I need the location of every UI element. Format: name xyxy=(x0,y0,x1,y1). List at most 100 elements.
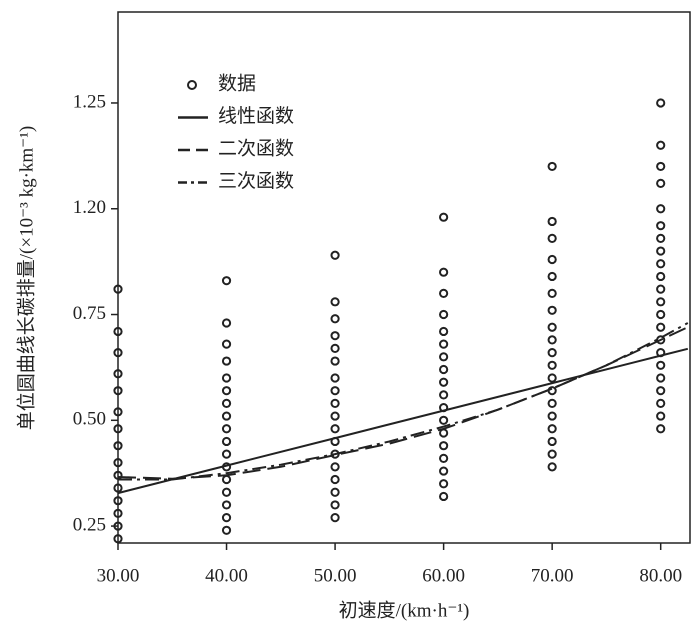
data-point xyxy=(439,441,449,451)
data-point xyxy=(547,216,557,227)
plot-frame xyxy=(117,11,691,544)
data-point xyxy=(221,500,232,510)
data-point xyxy=(330,343,340,353)
data-point xyxy=(656,140,666,150)
data-point xyxy=(656,411,666,421)
data-point xyxy=(439,364,449,375)
data-point xyxy=(656,284,666,294)
data-point xyxy=(221,386,232,396)
data-point xyxy=(330,386,340,396)
data-point xyxy=(330,398,340,408)
legend-marker xyxy=(187,80,197,90)
x-axis-label: 初速度/(km·h⁻¹) xyxy=(339,599,470,621)
data-point xyxy=(547,360,557,370)
data-point xyxy=(113,424,123,434)
data-point xyxy=(221,398,232,408)
data-point xyxy=(113,386,123,396)
data-point xyxy=(547,233,557,243)
x-tick-label: 50.00 xyxy=(314,565,357,586)
fit-line xyxy=(118,322,689,481)
y-axis-label: 单位圆曲线长碳排量/(×10⁻³ kg·km⁻¹) xyxy=(15,126,37,430)
data-point xyxy=(439,479,449,489)
data-point xyxy=(656,360,666,370)
data-point xyxy=(439,339,449,349)
data-point xyxy=(547,449,557,459)
data-point xyxy=(439,212,449,222)
data-point xyxy=(547,288,557,298)
data-point xyxy=(330,513,340,523)
data-point xyxy=(547,322,557,332)
legend-label: 三次函数 xyxy=(218,170,294,192)
data-point xyxy=(547,373,557,383)
data-point xyxy=(656,161,666,172)
legend-label: 二次函数 xyxy=(218,137,294,159)
data-point xyxy=(547,271,557,282)
data-point xyxy=(439,390,449,400)
legend-label: 线性函数 xyxy=(218,105,294,127)
data-point xyxy=(221,373,232,383)
data-point xyxy=(113,348,123,358)
data-point xyxy=(330,314,340,324)
legend-label: 数据 xyxy=(218,72,256,94)
data-point xyxy=(656,233,666,243)
data-point xyxy=(221,513,232,523)
data-point xyxy=(656,309,666,320)
data-point xyxy=(656,221,666,231)
data-point xyxy=(547,462,557,472)
data-point xyxy=(113,508,123,518)
data-point xyxy=(330,462,340,472)
data-point xyxy=(330,297,340,307)
data-point xyxy=(330,411,340,421)
data-point xyxy=(330,487,340,497)
data-point xyxy=(330,474,340,485)
data-point xyxy=(221,424,232,434)
data-point xyxy=(330,250,340,260)
data-point xyxy=(439,377,449,387)
data-point xyxy=(547,411,557,421)
data-point xyxy=(221,474,232,485)
data-point xyxy=(656,204,666,214)
data-point xyxy=(330,424,340,434)
data-point xyxy=(439,326,449,337)
data-point xyxy=(656,271,666,282)
data-point xyxy=(656,297,666,307)
data-point xyxy=(547,386,557,396)
data-point xyxy=(656,178,666,188)
data-point xyxy=(221,525,232,535)
data-point xyxy=(547,305,557,315)
data-point xyxy=(656,386,666,396)
data-point xyxy=(330,356,340,366)
y-tick-label: 1.20 xyxy=(73,197,106,218)
x-tick-label: 30.00 xyxy=(97,565,140,586)
data-point xyxy=(330,373,340,383)
data-point xyxy=(330,331,340,341)
data-point xyxy=(439,466,449,476)
data-point xyxy=(547,398,557,408)
data-point xyxy=(656,398,666,408)
y-tick-label: 0.75 xyxy=(73,303,106,324)
data-point xyxy=(656,98,666,108)
data-point xyxy=(221,411,232,421)
data-point xyxy=(221,318,232,328)
data-point xyxy=(439,309,449,320)
x-tick-label: 60.00 xyxy=(422,565,465,586)
data-point xyxy=(656,259,666,269)
data-point xyxy=(439,453,449,463)
data-point xyxy=(547,254,557,265)
data-point xyxy=(113,441,123,451)
data-point xyxy=(656,373,666,383)
data-point xyxy=(547,161,557,172)
x-tick-label: 70.00 xyxy=(531,565,574,586)
data-point xyxy=(656,424,666,434)
fit-line xyxy=(117,347,689,495)
data-point xyxy=(113,284,123,294)
data-point xyxy=(439,352,449,362)
data-point xyxy=(113,496,123,506)
data-point xyxy=(113,458,123,468)
data-point xyxy=(330,500,340,510)
data-point xyxy=(113,534,123,544)
data-point xyxy=(439,288,449,298)
data-point xyxy=(656,322,666,332)
data-point xyxy=(221,356,232,366)
